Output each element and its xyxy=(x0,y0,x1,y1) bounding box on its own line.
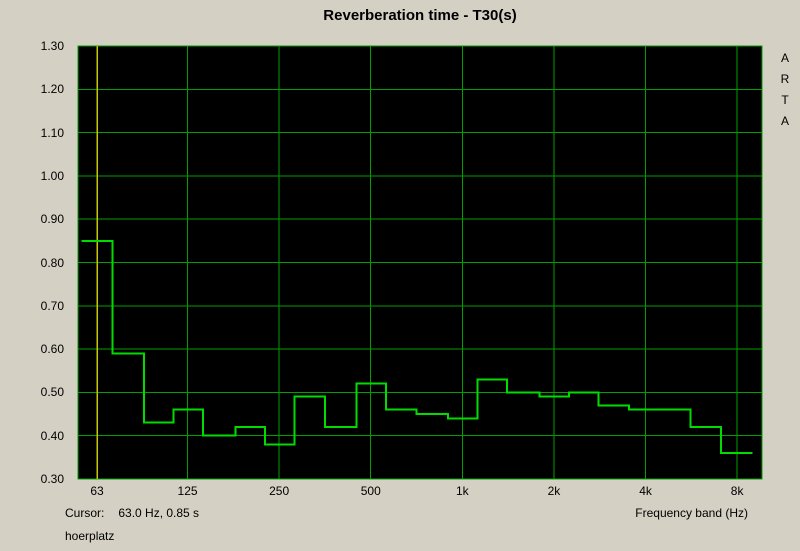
cursor-readout-label: Cursor: xyxy=(65,506,105,520)
y-tick-label: 1.30 xyxy=(40,39,64,53)
y-tick-label: 1.00 xyxy=(40,168,64,183)
reverberation-curve xyxy=(81,239,753,454)
x-tick-label: 63 xyxy=(90,484,104,498)
x-tick-label: 1k xyxy=(456,484,469,498)
x-axis-title: Frequency band (Hz) xyxy=(635,506,748,520)
x-tick-label: 4k xyxy=(639,484,652,498)
y-tick-label: 1.10 xyxy=(40,125,64,140)
chart-title: Reverberation time - T30(s) xyxy=(323,7,517,24)
x-tick-label: 500 xyxy=(360,484,381,498)
x-tick-label: 2k xyxy=(547,484,561,498)
y-tick-label: 1.20 xyxy=(40,82,64,97)
cursor-readout: Cursor: 63.0 Hz, 0.85 s xyxy=(65,506,199,520)
y-tick-label: 0.80 xyxy=(40,255,64,270)
arta-logo-letter: R xyxy=(780,72,790,86)
y-tick-label: 0.90 xyxy=(40,212,64,227)
arta-logo-letter: A xyxy=(780,51,789,65)
cursor-readout-value: 63.0 Hz, 0.85 s xyxy=(118,506,200,520)
x-tick-label: 250 xyxy=(269,484,290,498)
x-tick-label: 125 xyxy=(177,484,198,498)
x-tick-label: 8k xyxy=(730,484,744,498)
y-tick-label: 0.70 xyxy=(40,298,64,313)
arta-logo-letter: T xyxy=(781,93,789,107)
measurement-name: hoerplatz xyxy=(65,529,115,543)
y-tick-label: 0.50 xyxy=(40,385,64,400)
y-tick-label: 0.40 xyxy=(40,428,64,443)
y-tick-label: 0.60 xyxy=(40,342,64,357)
arta-logo-letter: A xyxy=(780,114,789,128)
y-tick-label: 0.30 xyxy=(40,472,64,486)
arta-logo: A R T A xyxy=(776,48,794,132)
